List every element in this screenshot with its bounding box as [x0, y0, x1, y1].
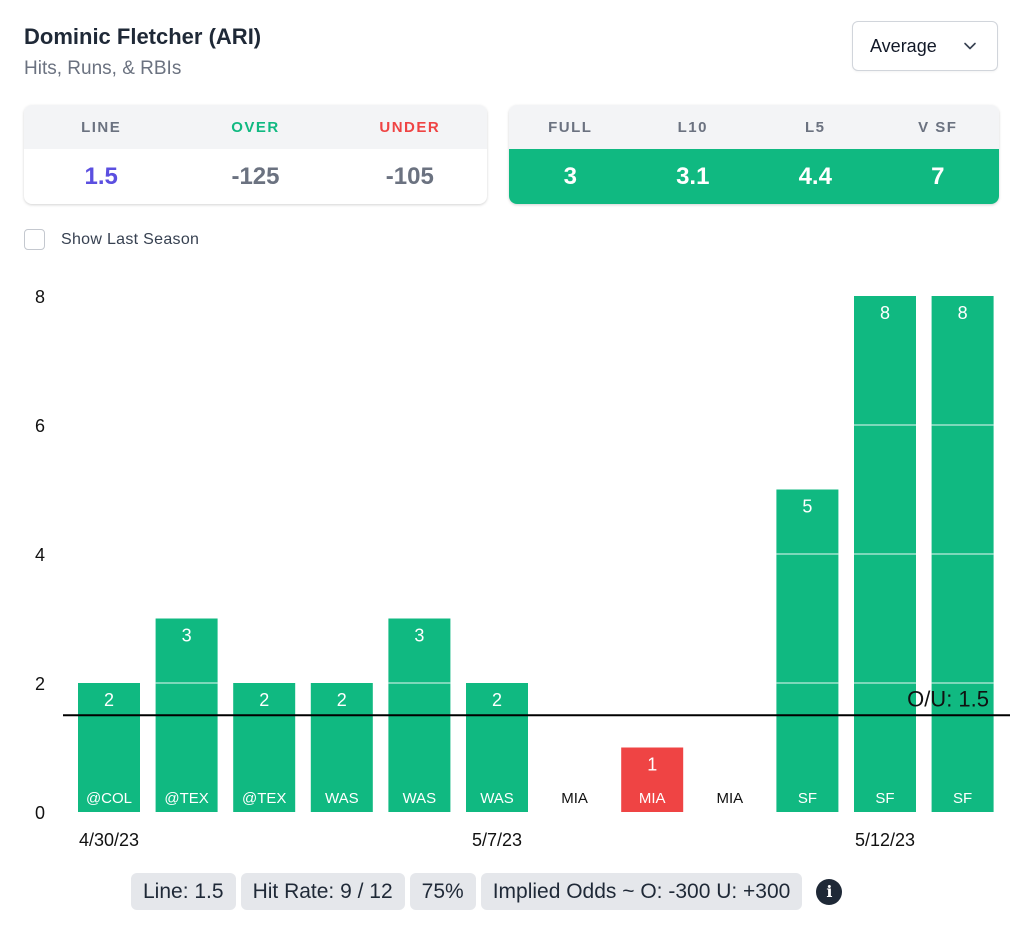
under-header: UNDER	[379, 118, 441, 136]
y-tick-label: 6	[35, 416, 45, 436]
bar	[621, 747, 684, 812]
show-last-season-label: Show Last Season	[61, 230, 200, 248]
opponent-label: SF	[875, 790, 894, 807]
full-avg: 3	[563, 163, 577, 190]
y-tick-label: 2	[35, 674, 45, 694]
over-header: OVER	[231, 118, 280, 136]
bar-value-label: 2	[104, 690, 114, 710]
show-last-season-toggle[interactable]: Show Last Season	[24, 229, 199, 250]
dropdown-label: Average	[870, 35, 937, 56]
hit-rate-pill: Hit Rate: 9 / 12	[240, 873, 405, 910]
bar-value-label: 3	[414, 626, 424, 646]
average-dropdown[interactable]: Average	[852, 21, 998, 71]
opponent-label: MIA	[561, 790, 588, 807]
bar	[310, 683, 373, 812]
line-pill: Line: 1.5	[131, 873, 236, 910]
bar-value-label: 2	[492, 690, 502, 710]
player-name: Dominic Fletcher (ARI)	[24, 24, 262, 49]
l5-avg: 4.4	[798, 163, 832, 190]
opponent-label: @TEX	[242, 790, 286, 807]
opponent-label: @COL	[86, 790, 132, 807]
bar-value-label: 2	[337, 690, 347, 710]
opponent-label: SF	[953, 790, 972, 807]
game-log-chart: 0 2 4 6 8 2 @COL 3 @TEX 2 @TEX 2 WAS 3 WAS 2 WAS MIA 1 MIA M…	[35, 287, 1010, 850]
chevron-down-icon	[964, 42, 976, 50]
bar	[466, 683, 528, 812]
opponent-label: MIA	[716, 790, 743, 807]
bar	[78, 683, 140, 812]
summary-bar: Line: 1.5 Hit Rate: 9 / 12 75% Implied O…	[131, 873, 843, 910]
bar-value-label: 2	[259, 690, 269, 710]
bar-value-label: 3	[182, 626, 192, 646]
bar-value-label: 8	[880, 303, 890, 323]
bar-value-label: 8	[958, 303, 968, 323]
opponent-label: WAS	[480, 790, 514, 807]
averages-card: FULL L10 L5 V SF 3 3.1 4.4 7	[509, 105, 999, 204]
y-tick-label: 0	[35, 803, 45, 823]
full-header: FULL	[548, 118, 593, 136]
opponent-label: MIA	[639, 790, 666, 807]
over-odds: -125	[231, 163, 280, 190]
date-label: 5/12/23	[855, 830, 915, 850]
l5-header: L5	[804, 118, 826, 136]
show-last-season-checkbox[interactable]	[24, 229, 45, 250]
over-under-label: O/U: 1.5	[907, 686, 989, 711]
implied-odds-pill: Implied Odds ~ O: -300 U: +300	[480, 873, 803, 910]
opponent-label: WAS	[325, 790, 359, 807]
bar-value-label: 1	[647, 755, 657, 775]
date-label: 5/7/23	[472, 830, 522, 850]
hit-percent-pill: 75%	[409, 873, 476, 910]
line-header: LINE	[81, 118, 122, 136]
y-tick-label: 4	[35, 545, 45, 565]
bar	[776, 489, 839, 812]
vs-sf-avg: 7	[931, 163, 945, 190]
vs-sf-header: V SF	[918, 118, 958, 136]
opponent-label: WAS	[403, 790, 437, 807]
l10-avg: 3.1	[676, 163, 710, 190]
opponent-label: SF	[798, 790, 817, 807]
y-tick-label: 8	[35, 287, 45, 307]
line-value: 1.5	[84, 163, 118, 190]
stat-type: Hits, Runs, & RBIs	[24, 58, 182, 79]
bar	[233, 683, 296, 812]
opponent-label: @TEX	[164, 790, 208, 807]
l10-header: L10	[677, 118, 708, 136]
info-icon[interactable]: i	[816, 878, 843, 905]
bar-value-label: 5	[802, 497, 812, 517]
date-label: 4/30/23	[79, 830, 139, 850]
under-odds: -105	[385, 163, 434, 190]
line-odds-card: LINE OVER UNDER 1.5 -125 -105	[24, 105, 487, 204]
